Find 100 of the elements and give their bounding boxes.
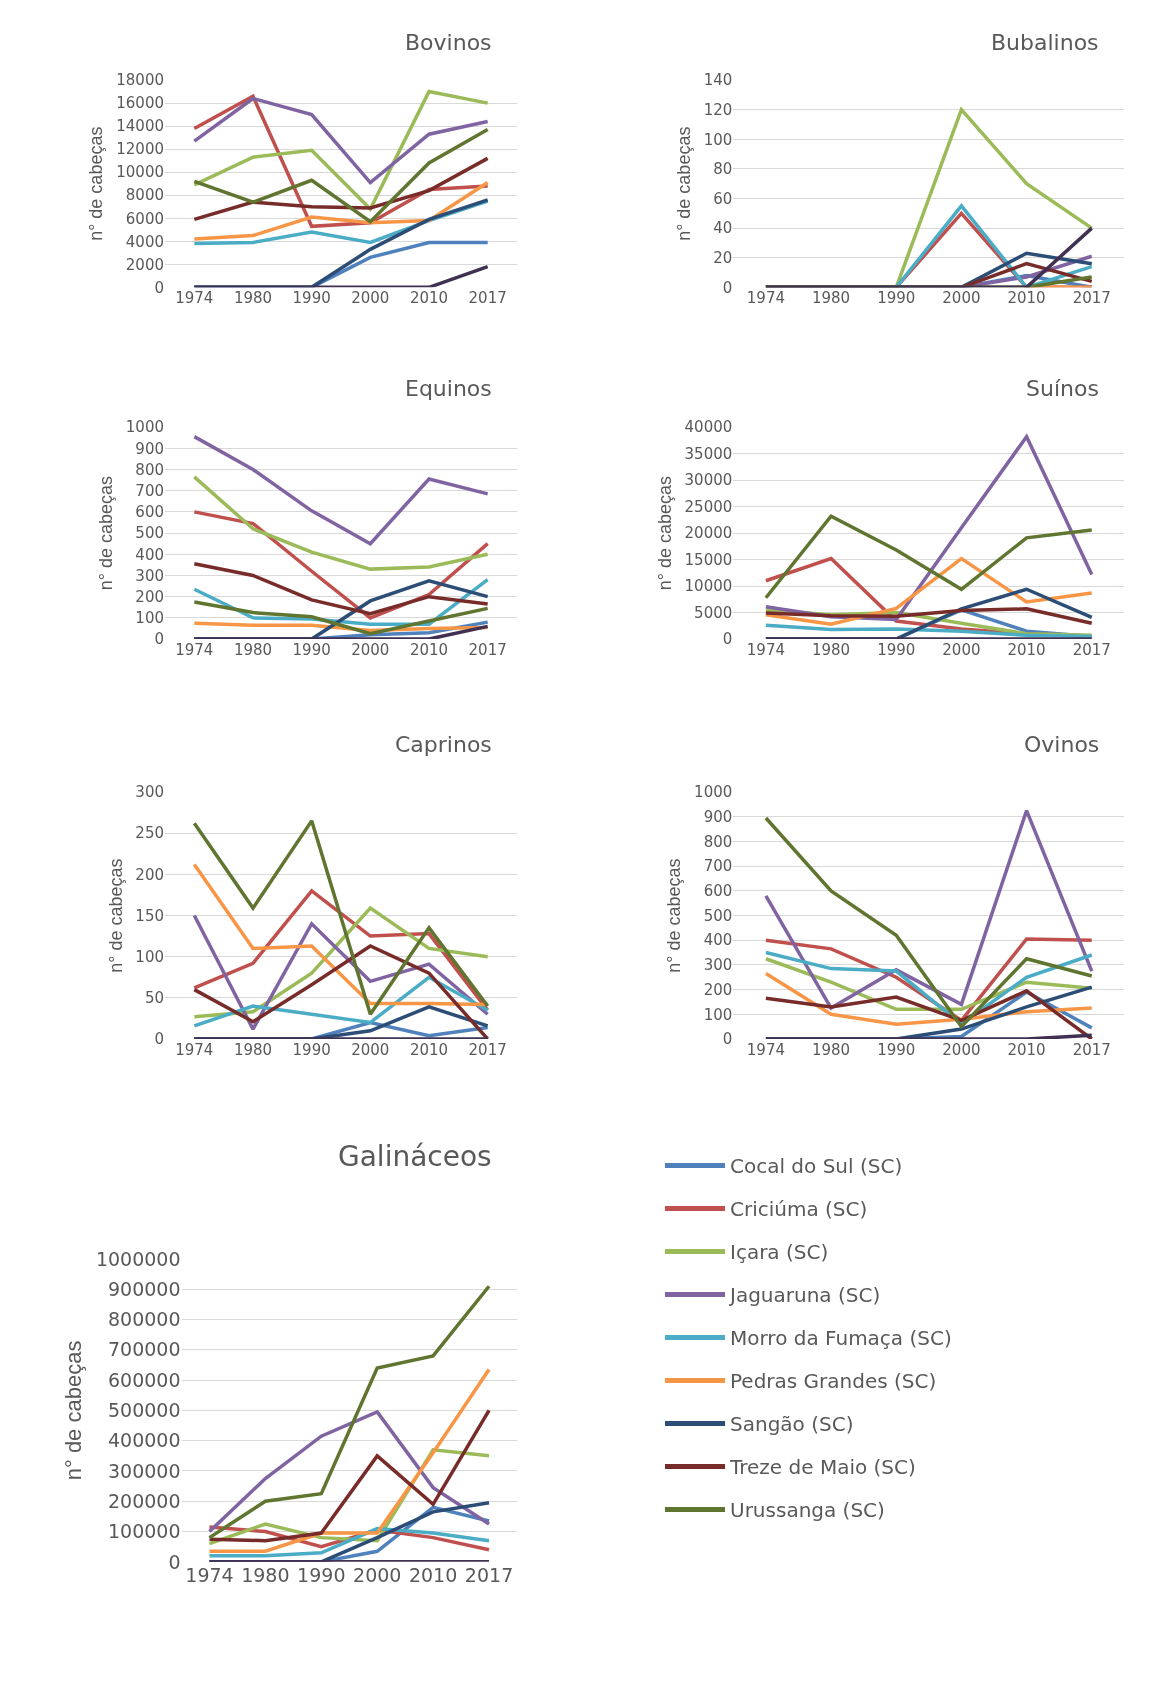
y-tick-label: 0 [154,1030,164,1049]
y-tick-label: 300000 [107,1459,181,1482]
y-tick-label: 900 [703,807,733,826]
x-tick-label: 2010 [409,641,449,660]
x-tick-label: 1980 [811,289,851,308]
y-tick-label: 0 [722,278,733,297]
y-tick-label: 100000 [107,1520,181,1543]
x-tick-label: 2010 [1007,641,1046,660]
y-tick-label: 10000 [684,577,733,596]
y-tick-label: 4000 [125,232,164,251]
y-tick-label: 250 [135,824,164,843]
legend-label: Treze de Maio (SC) [729,1455,916,1480]
chart-title: Ovinos [1024,732,1100,757]
y-tick-label: 900000 [107,1277,181,1300]
y-tick-label: 400 [703,931,733,950]
y-axis-title: n° de cabeças [654,475,675,591]
y-tick-label: 800 [135,460,164,479]
y-tick-label: 2000 [125,255,164,274]
y-tick-label: 200000 [107,1489,181,1512]
chart-title: Equinos [405,376,492,401]
x-tick-label: 1974 [746,641,785,660]
x-tick-label: 1974 [175,289,214,308]
y-tick-label: 200 [135,865,164,884]
x-tick-label: 2010 [1007,289,1046,308]
x-tick-label: 2010 [409,1040,449,1059]
y-tick-label: 5000 [694,603,733,622]
y-tick-label: 100 [703,1005,733,1024]
y-tick-label: 500000 [107,1399,181,1422]
y-axis-title: n° de cabeças [673,126,694,241]
x-tick-label: 2000 [351,641,390,660]
y-tick-label: 30000 [684,471,733,490]
chart-title: Bubalinos [991,30,1099,55]
y-tick-label: 8000 [125,186,164,205]
y-tick-label: 60 [713,189,733,208]
legend-label: Sangão (SC) [730,1412,854,1437]
y-tick-label: 25000 [684,497,733,516]
y-tick-label: 0 [722,1030,733,1049]
y-tick-label: 80 [713,160,733,179]
y-tick-label: 700 [135,481,164,500]
y-tick-label: 0 [154,630,164,649]
legend-label: Cocal do Sul (SC) [730,1154,903,1179]
y-tick-label: 100 [135,609,164,628]
x-tick-label: 2000 [942,289,981,308]
y-tick-label: 700 [703,857,733,876]
x-tick-label: 2017 [1072,289,1111,308]
legend-label: Morro da Fumaça (SC) [730,1326,952,1351]
y-axis-title: n° de cabeças [105,858,126,973]
chart-title: Bovinos [405,30,492,55]
chart-title: Galináceos [338,1140,492,1173]
x-tick-label: 2000 [942,641,981,660]
y-tick-label: 400 [135,545,164,564]
x-tick-label: 1980 [241,1563,290,1586]
x-tick-label: 2010 [1007,1040,1046,1059]
y-tick-label: 40 [713,219,733,238]
y-tick-label: 300 [135,783,164,802]
chart-title: Suínos [1026,376,1099,401]
x-tick-label: 1980 [233,1040,273,1059]
y-tick-label: 1000000 [95,1247,181,1270]
y-tick-label: 14000 [116,117,164,136]
legend-label: Jaguaruna (SC) [728,1283,881,1308]
y-tick-label: 300 [703,956,733,975]
x-tick-label: 1974 [746,289,785,308]
x-tick-label: 1990 [877,289,916,308]
y-tick-label: 400000 [107,1429,181,1452]
y-axis-title: n° de cabeças [664,858,685,973]
y-tick-label: 20000 [684,524,733,543]
x-tick-label: 2010 [408,1563,458,1586]
y-tick-label: 0 [168,1550,181,1573]
y-tick-label: 18000 [116,71,164,90]
x-tick-label: 1974 [746,1040,785,1059]
y-tick-label: 15000 [684,550,733,569]
x-tick-label: 1990 [297,1563,346,1586]
y-tick-label: 800000 [107,1308,181,1331]
x-tick-label: 2017 [468,1040,507,1059]
y-tick-label: 35000 [684,444,733,463]
x-tick-label: 1990 [877,641,916,660]
y-axis-title: n° de cabeças [96,475,117,591]
y-tick-label: 500 [135,524,164,543]
x-tick-label: 2017 [468,641,507,660]
x-tick-label: 1974 [175,1040,214,1059]
y-tick-label: 20 [713,248,733,267]
y-axis-title: n° de cabeças [60,1340,86,1481]
legend-label: Pedras Grandes (SC) [730,1369,937,1394]
x-tick-label: 2000 [351,289,390,308]
x-tick-label: 1974 [175,641,214,660]
legend-label: Içara (SC) [730,1240,829,1265]
y-tick-label: 0 [154,278,164,297]
y-tick-label: 600 [703,882,733,901]
y-tick-label: 50 [144,989,164,1008]
y-tick-label: 12000 [116,140,164,159]
y-tick-label: 6000 [125,209,164,228]
y-tick-label: 900 [135,439,164,458]
y-tick-label: 700000 [107,1338,181,1361]
x-tick-label: 2000 [351,1040,390,1059]
x-tick-label: 2017 [1072,641,1111,660]
y-tick-label: 500 [703,906,733,925]
x-tick-label: 2017 [1072,1040,1111,1059]
y-tick-label: 40000 [684,418,733,437]
x-tick-label: 1990 [292,641,331,660]
x-tick-label: 1974 [185,1563,234,1586]
